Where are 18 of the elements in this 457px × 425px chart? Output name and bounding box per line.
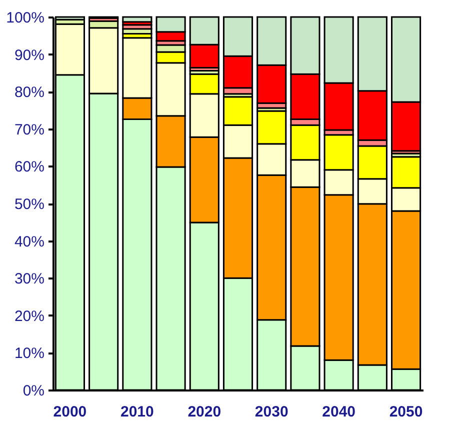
y-tick-label: 40% xyxy=(14,233,44,250)
y-tick-label: 100% xyxy=(6,10,44,26)
y-tick-label: 0% xyxy=(22,382,44,400)
y-tick-label: 30% xyxy=(14,270,44,288)
x-tick-label: 2020 xyxy=(188,404,222,420)
y-tick-label: 20% xyxy=(14,308,44,325)
y-tick-label: 10% xyxy=(14,345,44,362)
y-tick-label: 70% xyxy=(14,121,44,138)
bar xyxy=(122,16,152,23)
x-tick-label: 2000 xyxy=(53,404,87,420)
x-tick-label: 2040 xyxy=(322,404,356,420)
x-tick-label: 2010 xyxy=(120,404,154,420)
y-tick-label: 90% xyxy=(14,46,44,64)
x-tick-label: 2030 xyxy=(254,404,288,420)
y-tick-label: 80% xyxy=(14,84,44,102)
y-tick-label: 60% xyxy=(14,158,44,176)
y-tick-label: 50% xyxy=(14,196,44,213)
x-tick-label: 2050 xyxy=(389,404,423,420)
